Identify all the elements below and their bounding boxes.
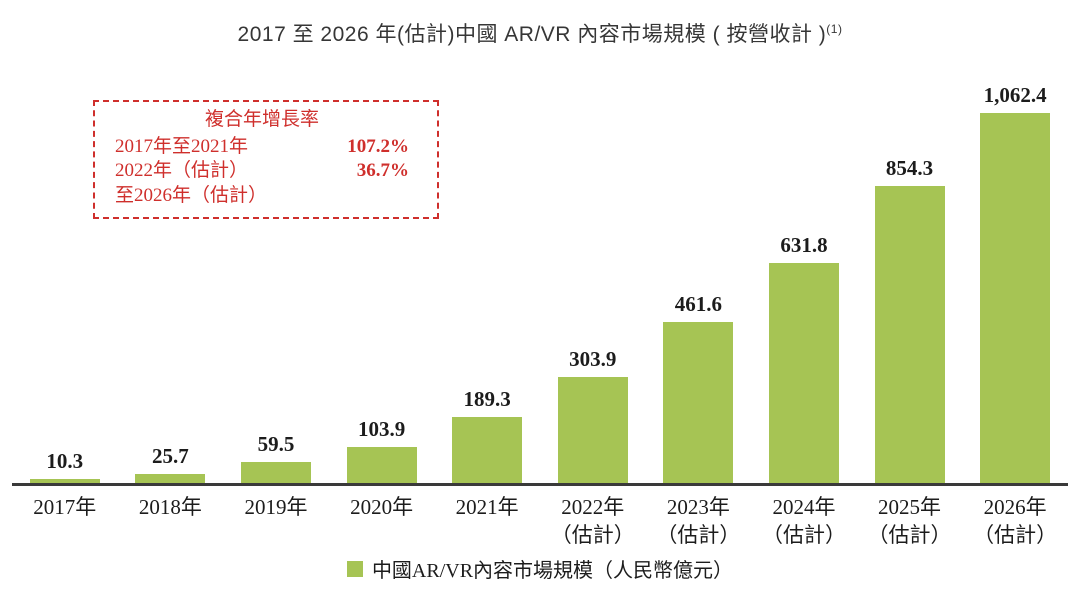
x-axis-label: 2023年 （估計） [656, 495, 741, 548]
bar [663, 322, 734, 483]
bar [135, 474, 206, 483]
chart-legend: 中國AR/VR內容市場規模（人民幣億元） [0, 554, 1080, 583]
bar-value-label: 631.8 [780, 233, 828, 257]
cagr-row: 至2026年（估計） [115, 184, 409, 209]
cagr-row-value: 107.2% [347, 135, 409, 157]
chart-title: 2017 至 2026 年(估計)中國 AR/VR 內容市場規模 ( 按營收計 … [0, 18, 1080, 48]
bars-row-and-x-axis-line: 10.3 25.7 59.5 103.9 189.3 303.9 461.6 631.8 854… [12, 78, 1068, 486]
bar-column: 631.8 [751, 233, 857, 483]
bar-column: 103.9 [329, 417, 435, 483]
cagr-row: 2017年至2021年 107.2% [115, 135, 409, 160]
bar-column: 25.7 [118, 444, 224, 483]
cagr-row-label: 2017年至2021年 [115, 135, 249, 157]
x-axis-label: 2020年 [350, 495, 414, 519]
bar-column: 303.9 [540, 347, 646, 483]
bar [240, 462, 311, 483]
bar [452, 417, 523, 483]
bar-value-label: 854.3 [885, 155, 934, 180]
bar-value-label: 103.9 [357, 416, 406, 441]
bar-column: 854.3 [857, 155, 963, 483]
cagr-row: 2022年（估計） 36.7% [115, 159, 409, 184]
bar-value-label: 461.6 [674, 292, 722, 317]
cagr-box-title: 複合年增長率 [204, 109, 319, 130]
bar [557, 377, 628, 483]
x-axis-label: 2025年 （估計） [867, 495, 952, 548]
bar-column: 189.3 [434, 387, 540, 483]
x-axis-label: 2019年 [244, 495, 308, 519]
bar [980, 113, 1051, 483]
cagr-row-label: 2022年（估計） [115, 160, 249, 182]
bar [768, 263, 839, 483]
bar-value-label: 10.3 [46, 449, 84, 474]
bar-value-label: 1,062.4 [983, 83, 1047, 107]
x-axis-label: 2021年 [455, 495, 519, 519]
x-axis-label: 2018年 [138, 495, 202, 519]
bar-column: 461.6 [646, 292, 752, 483]
bar-column: 1,062.4 [962, 83, 1068, 483]
x-axis-label: 2022年 （估計） [550, 495, 635, 548]
cagr-row-label: 至2026年（估計） [115, 185, 268, 207]
bar [346, 446, 417, 483]
cagr-row-value: 36.7% [356, 160, 409, 182]
bar-value-label: 25.7 [152, 444, 189, 468]
x-axis-label: 2026年 （估計） [973, 495, 1058, 548]
chart-title-text: 2017 至 2026 年(估計)中國 AR/VR 內容市場規模 ( 按營收計 … [237, 23, 827, 46]
x-axis-label: 2017年 [33, 495, 97, 519]
bar-column: 59.5 [223, 432, 329, 483]
cagr-annotation-box: 複合年增長率 2017年至2021年 107.2% 2022年（估計） 36.7… [93, 100, 439, 219]
bar-value-label: 59.5 [257, 432, 295, 457]
bar [874, 185, 945, 483]
bar [29, 479, 100, 483]
bar-value-label: 189.3 [463, 387, 511, 412]
bar-value-label: 303.9 [569, 347, 617, 372]
x-axis-labels-row: 2017年 2018年 2019年 2020年 2021年 2022年 （估計） 2023年… [12, 486, 1068, 550]
legend-swatch-icon [346, 560, 363, 577]
chart-title-footnote-marker: (1) [826, 22, 843, 36]
legend-label: 中國AR/VR內容市場規模（人民幣億元） [371, 560, 734, 582]
bar-chart-plot-area: 10.3 25.7 59.5 103.9 189.3 303.9 461.6 631.8 854… [12, 78, 1068, 550]
x-axis-label: 2024年 （估計） [761, 495, 846, 548]
bar-column: 10.3 [12, 449, 118, 483]
